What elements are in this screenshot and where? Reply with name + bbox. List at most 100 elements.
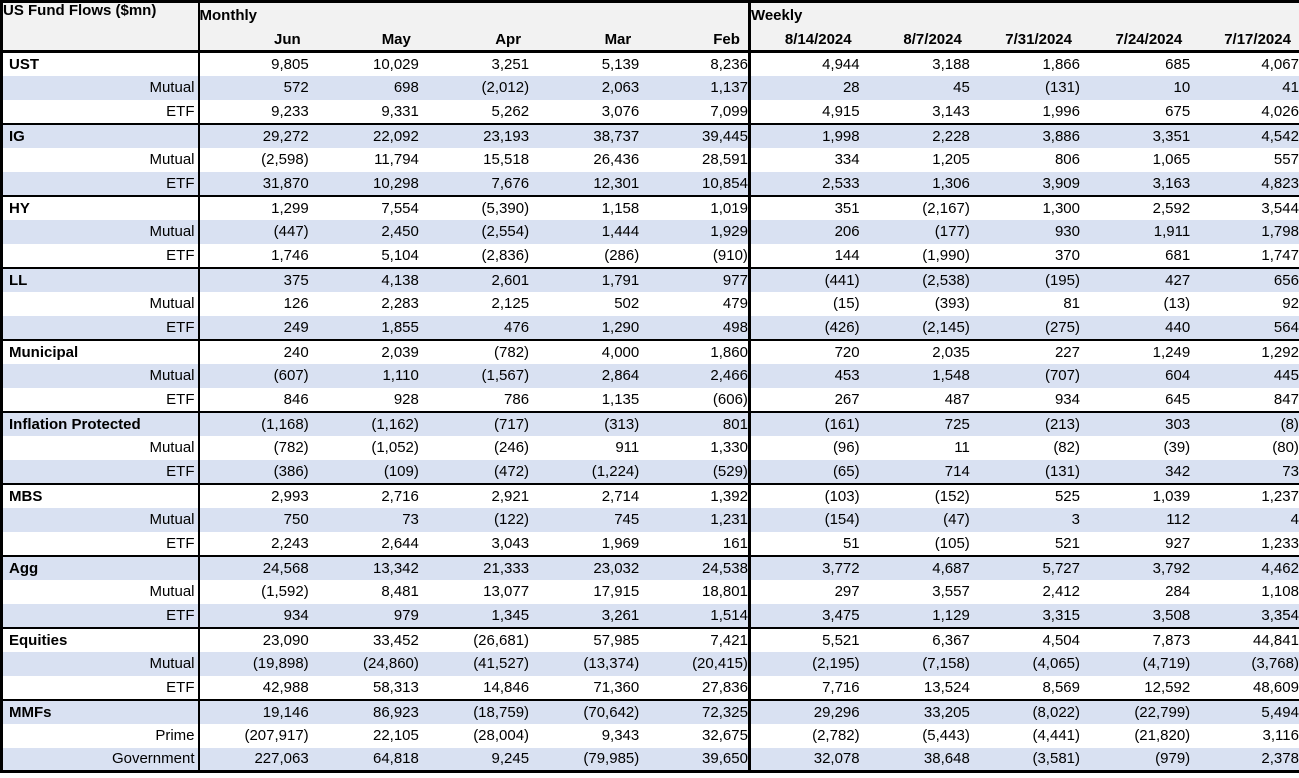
cell: 6,367 [859,626,970,652]
cell: 1,108 [1261,583,1299,600]
cell: 1,996 [1042,102,1080,120]
cell: (4,065) [1032,655,1080,672]
cell: 18,801 [702,583,748,600]
cell: 5,262 [491,102,530,120]
cell: 1,911 [1153,223,1191,240]
cell: 725 [859,410,970,436]
cell: 977 [639,266,750,292]
cell: 3,315 [1042,606,1080,624]
cell: (313) [529,410,640,436]
cell: 39,650 [702,750,748,768]
cell: 1,039 [1080,482,1191,508]
cell: (717) [418,410,530,436]
cell: 57,985 [529,626,640,652]
cell: 2,592 [1080,194,1191,220]
row-label-category: Inflation Protected [1,410,200,436]
cell: 1,110 [382,367,419,384]
cell: 375 [198,266,309,292]
cell: 4,138 [308,266,419,292]
cell: 1,306 [932,174,970,192]
row-label-sub: Mutual [1,507,200,532]
row-label-sub: Government [1,747,200,772]
cell: (15) [747,291,860,316]
table-row: ETF 9,233 9,331 5,262 3,076 7,099 4,915 3,143 1,… [1,99,1299,124]
row-label-sub: ETF [1,459,200,484]
cell: 267 [747,387,860,412]
table-row: Mutual 572 698 (2,012) 2,063 1,137 28 45 (131) 10… [1,75,1299,100]
cell: 10,029 [308,50,419,76]
cell: 2,283 [381,295,419,312]
cell: 4,915 [747,99,860,124]
cell: 11,794 [374,151,419,168]
cell: 71,360 [593,678,640,696]
cell: 745 [614,511,640,528]
cell: 2,412 [1042,583,1080,600]
cell: 5,494 [1190,698,1299,724]
cell: 3,188 [859,50,970,76]
cell: (22,799) [1080,698,1191,724]
cell: (2,598) [261,151,309,168]
row-label-sub: ETF [1,99,200,124]
cell: (177) [934,223,970,240]
row-label-sub: ETF [1,387,200,412]
cell: 3,544 [1190,194,1299,220]
row-label-sub: Mutual [1,435,200,460]
table-row: Mutual (607) 1,110 (1,567) 2,864 2,466 453 1,54… [1,363,1299,388]
cell: 4,462 [1190,554,1299,580]
cell: (207,917) [244,727,309,744]
cell: (2,538) [859,266,970,292]
table-row: Mutual (782) (1,052) (246) 911 1,330 (96) 11 (82… [1,435,1299,460]
cell: 1,137 [710,79,748,96]
row-label-sub: ETF [1,675,200,700]
cell: 3,143 [932,102,970,120]
table-row: Mutual (2,598) 11,794 15,518 26,436 28,591 334… [1,147,1299,172]
cell: 3,354 [1261,606,1299,624]
cell: 15,518 [483,151,530,168]
cell: 31,870 [262,174,309,192]
cell: (606) [712,390,748,408]
cell: (161) [747,410,860,436]
table-row: HY 1,299 7,554 (5,390) 1,158 1,019 351 (2,167) 1… [1,194,1299,220]
table-row: ETF 249 1,855 476 1,290 498 (426) (2,145) (275) 4… [1,315,1299,340]
cell: (1,162) [308,410,419,436]
row-label-sub: Mutual [1,75,200,100]
cell: 5,139 [529,50,640,76]
table-row: ETF 31,870 10,298 7,676 12,301 10,854 2,533 1,3… [1,171,1299,196]
cell: 227,063 [254,750,309,768]
cell: 8,569 [1042,678,1080,696]
cell: (910) [712,246,748,264]
cell: 81 [1063,295,1080,312]
cell: 2,035 [859,338,970,364]
cell: 12,592 [1144,678,1191,696]
cell: (80) [1272,439,1299,456]
cell: (21,820) [1134,727,1191,744]
cell: 13,524 [923,678,970,696]
cell: 73 [402,511,419,528]
cell: 24,568 [198,554,309,580]
cell: 604 [1165,367,1191,384]
cell: 38,737 [529,122,640,148]
col-header-Jun: Jun [198,28,309,52]
cell: 928 [393,390,419,408]
cell: (2,836) [481,246,530,264]
cell: 1,998 [747,122,860,148]
cell: 453 [747,363,860,388]
cell: 126 [283,295,309,312]
cell: 1,392 [639,482,750,508]
row-label-sub: Mutual [1,579,200,604]
cell: (1,592) [261,583,309,600]
cell: (7,158) [922,655,970,672]
cell: 42,988 [262,678,309,696]
cell: 112 [1166,511,1191,528]
table-row: Mutual (19,898) (24,860) (41,527) (13,374) (2… [1,651,1299,676]
cell: 1,969 [601,534,640,552]
cell: 4,000 [529,338,640,364]
cell: (707) [1044,367,1080,384]
cell: 1,065 [1152,151,1191,168]
cell: (131) [1044,79,1080,96]
cell: 4,944 [747,50,860,76]
col-header-7-24-2024: 7/24/2024 [1080,28,1191,52]
cell: (275) [1044,318,1080,336]
cell: (2,195) [747,651,860,676]
